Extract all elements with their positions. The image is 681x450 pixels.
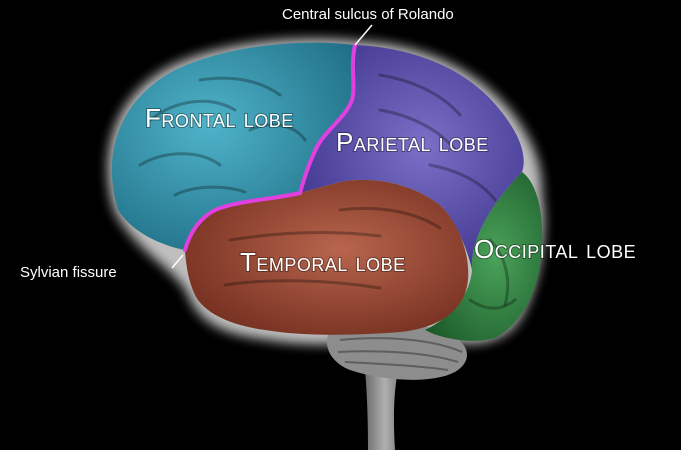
central-sulcus-label: Central sulcus of Rolando xyxy=(282,6,454,23)
gyri-texture xyxy=(138,73,517,310)
occipital-lobe-label: Occipital lobe xyxy=(474,234,636,264)
cerebellum xyxy=(326,321,467,380)
temporal-lobe-label: Temporal lobe xyxy=(240,247,406,277)
occipital-lobe xyxy=(425,172,543,341)
central-sulcus-line xyxy=(298,43,357,195)
frontal-lobe xyxy=(111,42,355,250)
frontal-lobe-label: Frontal lobe xyxy=(145,103,294,133)
temporal-lobe xyxy=(185,179,469,335)
parietal-lobe xyxy=(300,45,524,270)
central-sulcus-leader xyxy=(354,24,373,46)
sylvian-fissure-leader xyxy=(171,254,184,269)
sylvian-fissure-line xyxy=(183,191,302,252)
parietal-lobe-label: Parietal lobe xyxy=(336,127,489,157)
sylvian-fissure-label: Sylvian fissure xyxy=(20,264,117,281)
